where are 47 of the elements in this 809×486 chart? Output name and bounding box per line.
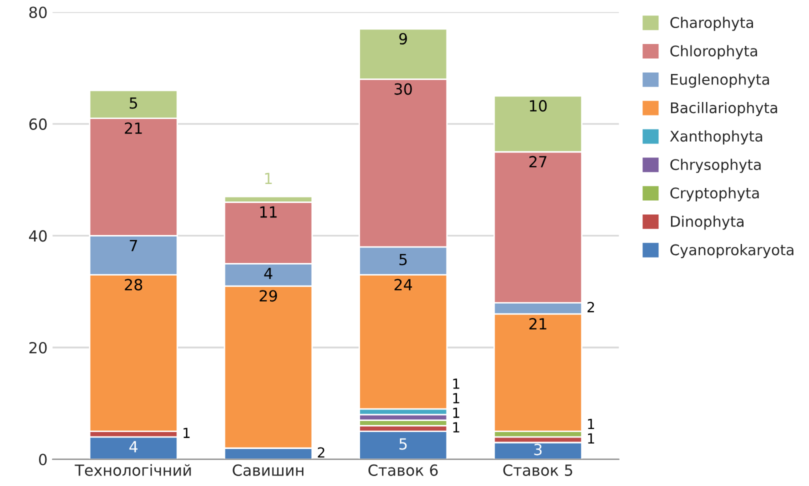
data-label: 1 [265,172,272,184]
y-tick-label: 40 [29,230,47,242]
x-tick-label: Технологічний [74,464,191,476]
bar [358,430,448,460]
data-label: 27 [529,156,546,168]
x-tick-label: Ставок 6 [368,464,438,476]
bar [88,436,178,460]
data-label: 5 [399,438,407,450]
data-label: 11 [260,206,277,218]
legend-label: Chrysophyta [670,158,761,173]
legend-label: Chlorophyta [670,45,758,60]
data-label: 1 [453,408,460,418]
y-tick-label: 20 [29,342,47,354]
data-label: 24 [394,278,412,290]
legend-label: Euglenophyta [671,74,769,88]
data-label: 21 [124,122,142,134]
data-label: 4 [264,268,272,280]
y-tick-label: 0 [39,454,47,466]
legend-label: Cryptophyta [670,187,759,202]
legend-label: Cyanoprokaryota [670,244,794,258]
data-label: 9 [399,32,407,45]
data-label: 2 [588,302,594,312]
legend-label: Xanthophyta [670,130,762,145]
data-label: 4 [129,441,138,452]
data-label: 10 [530,100,547,112]
data-label: 5 [399,254,407,266]
data-label: 1 [588,418,594,430]
data-label: 5 [130,97,138,109]
y-tick-label: 80 [29,6,47,18]
legend-label: Dinophyta [671,216,744,230]
data-label: 2 [318,447,324,458]
data-label: 1 [453,393,460,404]
data-label: 30 [394,83,412,95]
x-tick-label: Савишин [232,464,304,476]
data-label: 1 [184,428,190,438]
data-label: 28 [124,278,142,290]
data-label: 1 [588,433,594,444]
data-label: 21 [529,318,546,330]
data-label: 1 [453,378,460,389]
data-label: 1 [453,422,460,432]
x-tick-label: Ставок 5 [503,464,572,476]
data-label: 3 [534,444,542,456]
y-tick-label: 60 [29,118,47,130]
data-label: 7 [130,240,138,252]
data-label: 29 [260,290,277,302]
legend-label: Bacillariophyta [671,102,778,116]
legend-label: Charophyta [670,16,753,31]
